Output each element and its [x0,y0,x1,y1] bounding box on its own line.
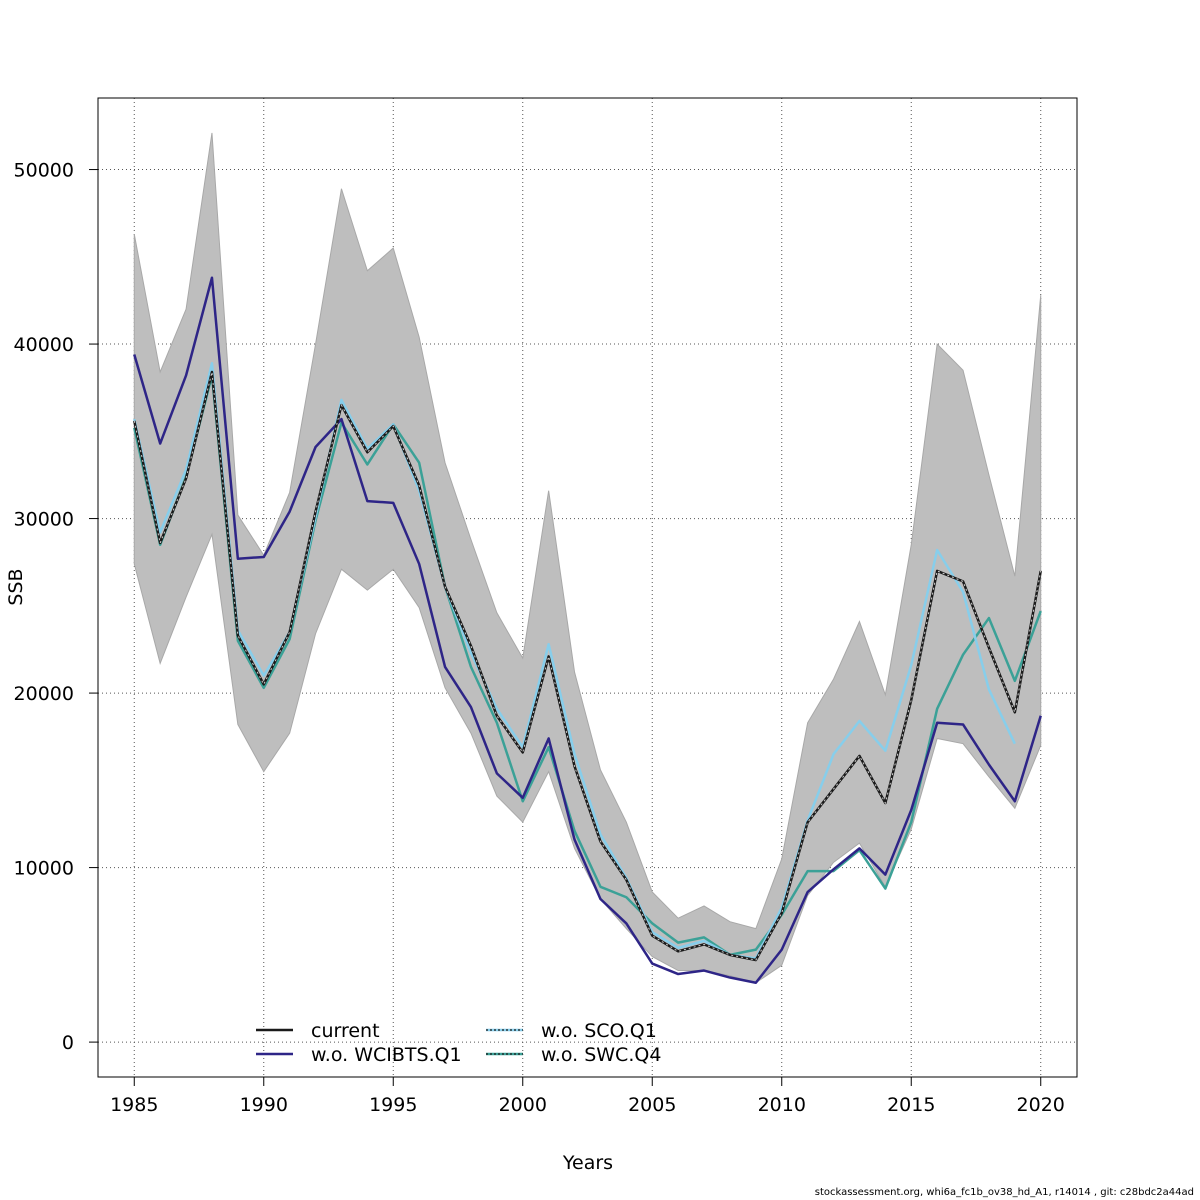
x-tick-label: 2010 [758,1094,806,1116]
x-axis-label: Years [562,1152,613,1174]
x-tick-label: 2015 [887,1094,935,1116]
confidence-band-layer [133,132,1042,984]
x-tick-label: 1990 [240,1094,288,1116]
y-tick-label: 30000 [14,509,74,531]
y-tick-label: 10000 [14,858,74,880]
x-tick-label: 1985 [110,1094,158,1116]
footer-credit: stockassessment.org, whi6a_fc1b_ov38_hd_… [814,1187,1194,1198]
y-tick-label: 50000 [14,160,74,182]
series-line-3 [133,374,1042,957]
x-axis: 1985 1990 1995 2000 2005 2010 2015 2020 [110,1077,1065,1116]
legend-label: current [311,1020,380,1042]
legend-item: w.o. SCO.Q1 [486,1020,657,1042]
x-tick-label: 1995 [369,1094,417,1116]
legend-item: w.o. SWC.Q4 [486,1044,661,1066]
plot-frame [97,97,1078,1078]
y-tick-label: 40000 [14,334,74,356]
x-tick-label: 2000 [499,1094,547,1116]
legend-label: w.o. SCO.Q1 [541,1020,657,1042]
x-tick-label: 2005 [628,1094,676,1116]
series-layer [133,276,1042,985]
legend: current w.o. SCO.Q1 w.o. WCIBTS.Q1 w.o. SWC… [256,1020,661,1066]
confidence-band [133,132,1042,984]
legend-item: current [256,1020,380,1042]
series-line-1 [133,276,1042,985]
legend-item: w.o. WCIBTS.Q1 [256,1044,462,1066]
series-line-0-dash [133,371,1042,961]
series-line-2 [133,362,1016,960]
legend-label: w.o. SWC.Q4 [541,1044,661,1066]
y-tick-label: 0 [62,1032,74,1054]
x-tick-label: 2020 [1017,1094,1065,1116]
y-axis: 0 10000 20000 30000 40000 50000 [14,160,98,1054]
y-tick-label: 20000 [14,683,74,705]
legend-label: w.o. WCIBTS.Q1 [311,1044,462,1066]
y-axis-label: SSB [5,568,27,605]
